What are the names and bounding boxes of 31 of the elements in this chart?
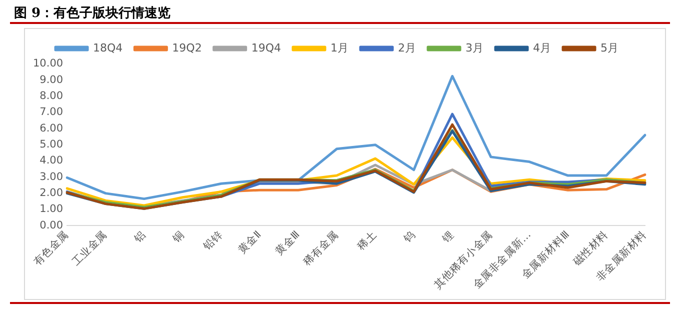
y-tick-label: 5.00 xyxy=(40,138,64,151)
y-tick-label: 7.00 xyxy=(40,106,64,118)
legend-label: 18Q4 xyxy=(93,41,123,54)
y-tick-label: 0.00 xyxy=(40,219,64,232)
y-tick-label: 8.00 xyxy=(40,90,64,102)
x-tick-label: 锂 xyxy=(439,228,456,246)
x-tick-label: 铝 xyxy=(131,228,148,246)
legend-label: 4月 xyxy=(532,41,551,54)
x-tick-label: 稀有金属 xyxy=(301,228,341,268)
x-tick-label: 铜 xyxy=(170,228,187,246)
legend-label: 1月 xyxy=(330,41,348,54)
x-tick-label: 黄金Ⅱ xyxy=(235,228,264,256)
x-tick-label: 黄金Ⅲ xyxy=(272,228,302,258)
legend-label: 19Q4 xyxy=(251,41,281,54)
x-tick-label: 钨 xyxy=(400,228,418,246)
y-tick-label: 2.00 xyxy=(40,187,64,200)
x-tick-label: 有色金属 xyxy=(32,228,72,268)
legend-label: 3月 xyxy=(465,41,484,54)
legend-label: 5月 xyxy=(600,41,618,54)
legend-label: 2月 xyxy=(398,41,416,54)
y-tick-label: 10.00 xyxy=(32,58,64,70)
chart-title: 图 9：有色子版块行情速览 xyxy=(14,5,171,22)
y-tick-label: 4.00 xyxy=(40,154,64,167)
legend-label: 19Q2 xyxy=(172,41,202,54)
x-tick-label: 铅锌 xyxy=(200,228,226,254)
y-tick-label: 3.00 xyxy=(40,170,64,183)
y-tick-label: 6.00 xyxy=(40,122,64,134)
y-tick-label: 1.00 xyxy=(40,203,64,216)
y-tick-label: 9.00 xyxy=(40,74,64,86)
x-tick-label: 工业金属 xyxy=(69,228,110,268)
x-tick-label: 稀土 xyxy=(354,228,380,253)
